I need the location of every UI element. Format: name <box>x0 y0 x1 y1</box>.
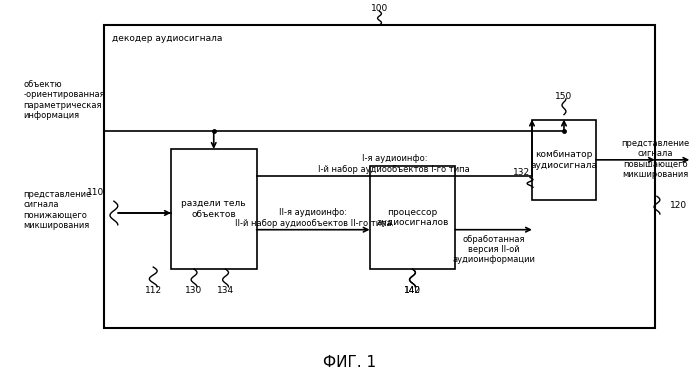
Text: декодер аудиосигнала: декодер аудиосигнала <box>112 34 223 43</box>
Text: 150: 150 <box>555 92 573 101</box>
Text: 140: 140 <box>404 286 421 295</box>
Text: II-я аудиоинфо:
II-й набор аудиообъектов II-го типа: II-я аудиоинфо: II-й набор аудиообъектов… <box>234 208 391 228</box>
Text: раздели тель
объектов: раздели тель объектов <box>181 199 246 219</box>
Text: обработанная
версия II-ой
аудиоинформации: обработанная версия II-ой аудиоинформаци… <box>452 235 535 264</box>
Text: комбинатор
аудиосигнала: комбинатор аудиосигнала <box>531 150 598 170</box>
Text: представление
сигнала
повышающего
микширования: представление сигнала повышающего микшир… <box>621 139 690 179</box>
Text: представление
сигнала
понижающего
микширования: представление сигнала понижающего микшир… <box>23 190 92 230</box>
Text: ФИГ. 1: ФИГ. 1 <box>323 355 377 370</box>
Text: объектю
-ориентированная
параметрическая
информация: объектю -ориентированная параметрическая… <box>23 80 105 120</box>
Text: 100: 100 <box>371 4 388 13</box>
Text: I-я аудиоинфо:
I-й набор аудиообъектов I-го типа: I-я аудиоинфо: I-й набор аудиообъектов I… <box>318 154 470 173</box>
Bar <box>532 119 596 200</box>
Bar <box>171 149 256 269</box>
Text: 142: 142 <box>404 286 421 295</box>
Text: 110: 110 <box>87 188 104 197</box>
Text: 134: 134 <box>217 286 234 295</box>
Bar <box>104 25 655 328</box>
Text: 112: 112 <box>145 286 162 295</box>
Text: процессор
аудиосигналов: процессор аудиосигналов <box>377 208 449 227</box>
Text: 120: 120 <box>671 201 687 210</box>
Text: 132: 132 <box>513 168 530 177</box>
Bar <box>370 166 455 269</box>
Text: 130: 130 <box>186 286 203 295</box>
